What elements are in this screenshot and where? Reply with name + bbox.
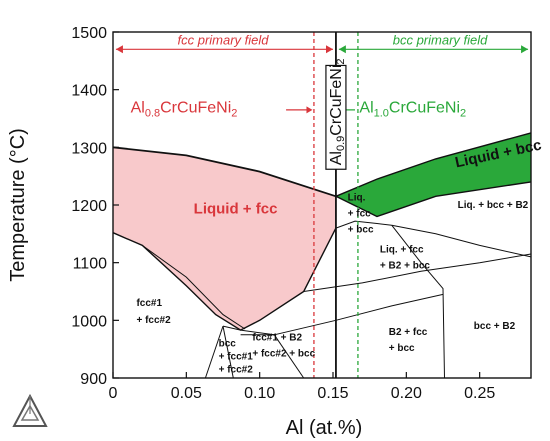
bcc-arrowhead-right <box>521 45 529 54</box>
region-label-3: Liq. + bcc + B2 <box>458 200 529 211</box>
y-axis-title: Temperature (°C) <box>7 128 29 282</box>
liquidus-fcc-line <box>112 146 337 198</box>
region-label-1: Liquid + fcc <box>194 201 278 218</box>
logo-mark <box>12 393 48 427</box>
fcc-b2-upper <box>303 253 532 292</box>
region-label-5: Liq. + fcc + B2 + bcc <box>380 244 430 271</box>
x-tick-label: 0.15 <box>317 385 348 402</box>
y-tick-label: 1000 <box>71 313 107 330</box>
bcc-field-label: bcc primary field <box>393 32 488 47</box>
y-tick-label: 1300 <box>71 140 107 157</box>
region-label-6: fcc#1 + fcc#2 <box>136 298 171 326</box>
bcc-fcc-tie <box>222 325 275 336</box>
al08-label: Al0.8CrCuFeNi2 <box>131 100 238 120</box>
boundary-lines <box>112 32 532 379</box>
x-tick-label: 0.25 <box>464 385 495 402</box>
x-tick-label: 0.10 <box>244 385 275 402</box>
liq-fcc-bcc-boundary <box>335 220 392 229</box>
al08-pointer-head <box>306 106 313 114</box>
liquid-fcc-region <box>113 147 336 331</box>
region-label-10: bcc + B2 <box>474 321 516 332</box>
fcc-arrowhead-right <box>326 45 333 54</box>
fcc-b2-lower <box>274 293 444 336</box>
fcc12-boundary <box>204 325 224 379</box>
y-tick-label: 1400 <box>71 83 107 100</box>
x-tick-label: 0 <box>109 385 118 402</box>
y-tick-label: 1100 <box>73 256 108 273</box>
al10-label: Al1.0CrCuFeNi2 <box>359 100 466 120</box>
fcc12-boundary-b <box>222 326 234 379</box>
region-label-8: fcc#1 + B2 + fcc#2 + bcc <box>252 333 315 360</box>
bcc-arrowhead-left <box>338 45 346 54</box>
fcc-arrowhead-left <box>115 45 123 54</box>
regions-layer <box>113 132 531 331</box>
y-tick-label: 1500 <box>71 25 107 42</box>
y-tick-label: 1200 <box>71 198 107 215</box>
region-label-4: Liq. + fcc + bcc <box>348 192 374 235</box>
x-tick-label: 0.20 <box>391 385 422 402</box>
solidus-bcc-line <box>335 181 532 218</box>
liquidus-bcc-line <box>335 132 532 197</box>
fcc-field-label: fcc primary field <box>177 32 269 47</box>
y-tick-label: 900 <box>80 371 107 388</box>
solidus-fcc-line <box>112 227 337 331</box>
bcc-b2-boundary <box>391 224 532 258</box>
fcc-bcc-boundary-left <box>142 244 246 330</box>
x-axis-title: Al (at.%) <box>286 417 363 439</box>
region-label-7: bcc + fcc#1 + fcc#2 <box>219 338 254 375</box>
al09-label: Al0.9CrCuFeNi2 <box>328 58 347 165</box>
b2-fcc-bcc-boundary <box>391 224 445 379</box>
region-label-9: B2 + fcc + bcc <box>389 327 428 354</box>
liquid-bcc-region <box>335 132 531 217</box>
al09-label-box <box>325 64 347 170</box>
x-tick-label: 0.05 <box>171 385 202 402</box>
region-labels: fcc primary field bcc primary field Al0.8C… <box>115 32 543 375</box>
axis-ticks: 0 0.05 0.10 0.15 0.20 0.25 900 1000 1100 1200 1300… <box>71 25 495 402</box>
fcc12-b2-right <box>273 334 305 379</box>
